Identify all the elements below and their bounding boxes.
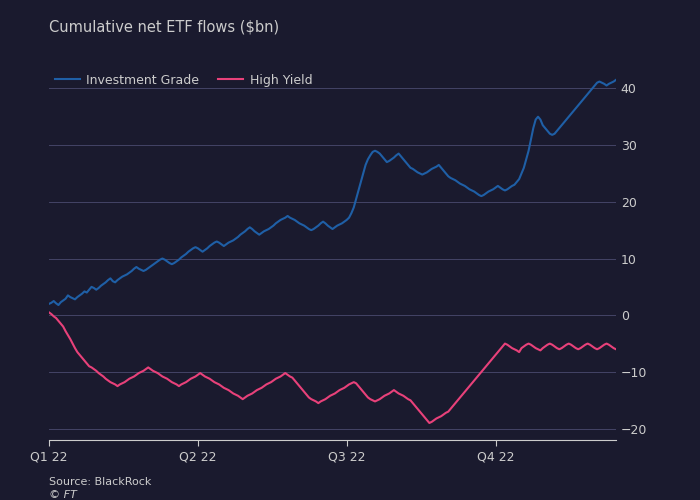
Line: High Yield: High Yield (49, 312, 616, 423)
Text: Cumulative net ETF flows ($bn): Cumulative net ETF flows ($bn) (49, 20, 279, 35)
Line: Investment Grade: Investment Grade (49, 80, 616, 305)
Text: Source: BlackRock: Source: BlackRock (49, 477, 151, 487)
High Yield (260, 383, 268, 389)
Investment Grade (612, 77, 620, 83)
Investment Grade (55, 302, 63, 308)
High Yield (108, 380, 117, 386)
High Yield (368, 398, 377, 404)
High Yield (425, 420, 433, 426)
Investment Grade (262, 227, 270, 233)
Legend: Investment Grade, High Yield: Investment Grade, High Yield (55, 74, 312, 87)
Investment Grade (111, 280, 119, 285)
Investment Grade (45, 301, 53, 307)
Investment Grade (466, 186, 474, 192)
High Yield (607, 344, 615, 349)
Investment Grade (503, 186, 512, 192)
High Yield (466, 383, 474, 389)
High Yield (503, 342, 512, 347)
High Yield (45, 310, 53, 316)
High Yield (612, 346, 620, 352)
Text: © FT: © FT (49, 490, 77, 500)
Investment Grade (371, 148, 379, 154)
Investment Grade (607, 80, 615, 86)
